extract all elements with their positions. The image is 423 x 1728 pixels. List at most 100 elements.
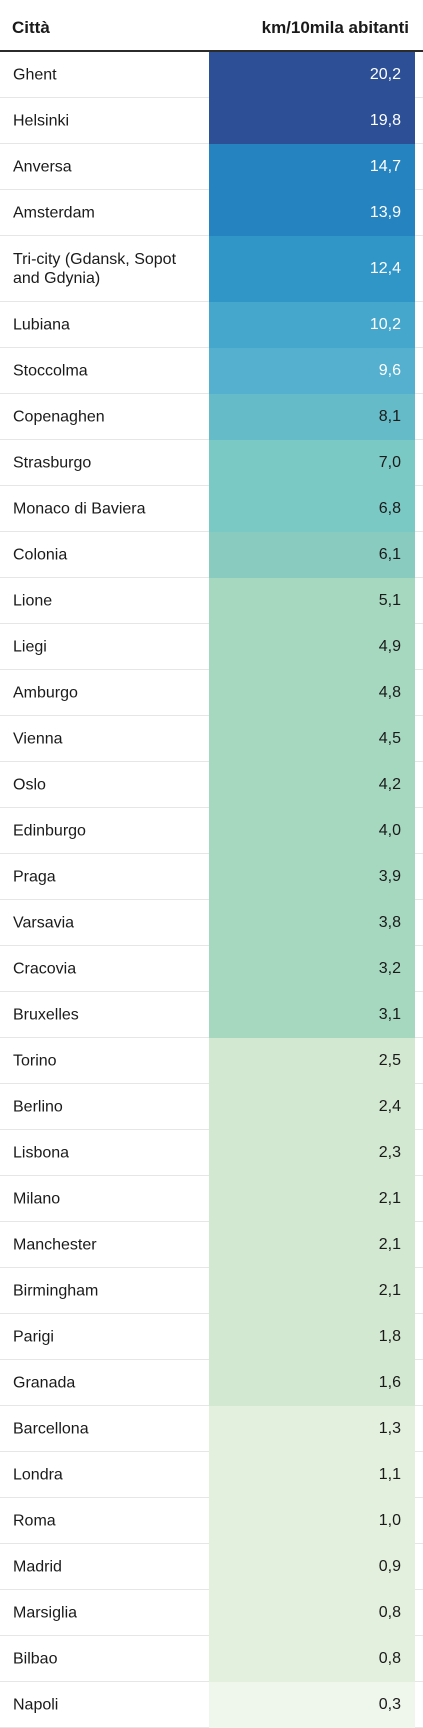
value-label: 3,9	[378, 868, 401, 885]
value-label: 0,3	[378, 1696, 401, 1713]
value-label: 12,4	[369, 260, 401, 277]
value-label: 4,0	[378, 822, 401, 839]
table-row: Birmingham 2,1	[0, 1268, 423, 1314]
value-label: 3,2	[378, 960, 401, 977]
city-name: Strasburgo	[13, 454, 92, 471]
city-name: Bruxelles	[13, 1006, 79, 1023]
value-cell: 1,3	[209, 1406, 415, 1452]
value-cell: 9,6	[209, 348, 415, 394]
city-name: Barcellona	[13, 1420, 89, 1437]
city-name: Helsinki	[13, 112, 70, 129]
value-cell: 4,0	[209, 808, 415, 854]
city-name: Oslo	[13, 776, 46, 793]
city-name: Lubiana	[13, 316, 70, 333]
value-label: 7,0	[378, 454, 401, 471]
value-cell: 1,0	[209, 1498, 415, 1544]
value-label: 0,8	[378, 1604, 401, 1621]
value-label: 0,8	[378, 1650, 401, 1667]
value-cell: 3,8	[209, 900, 415, 946]
value-label: 1,6	[378, 1374, 401, 1391]
value-cell: 2,3	[209, 1130, 415, 1176]
table-row: Cracovia 3,2	[0, 946, 423, 992]
value-label: 9,6	[378, 362, 401, 379]
header-value: km/10mila abitanti	[261, 18, 409, 37]
value-cell: 1,1	[209, 1452, 415, 1498]
city-name: Ghent	[13, 66, 57, 83]
value-label: 0,9	[378, 1558, 401, 1575]
value-cell: 0,8	[209, 1636, 415, 1682]
table-row: Torino 2,5	[0, 1038, 423, 1084]
city-name: Stoccolma	[13, 362, 88, 379]
value-cell: 12,4	[209, 236, 415, 302]
value-label: 2,1	[378, 1236, 401, 1253]
value-label: 20,2	[369, 66, 401, 83]
value-label: 1,0	[378, 1512, 401, 1529]
value-cell: 3,1	[209, 992, 415, 1038]
value-label: 4,8	[378, 684, 401, 701]
city-name: Roma	[13, 1512, 56, 1529]
city-name: Liegi	[13, 638, 47, 655]
value-label: 6,1	[378, 546, 401, 563]
table-row: Madrid 0,9	[0, 1544, 423, 1590]
value-cell: 20,2	[209, 52, 415, 98]
value-cell: 8,1	[209, 394, 415, 440]
city-name: Cracovia	[13, 960, 77, 977]
table-row: Helsinki 19,8	[0, 98, 423, 144]
value-label: 19,8	[369, 112, 401, 129]
value-cell: 14,7	[209, 144, 415, 190]
city-name: Edinburgo	[13, 822, 86, 839]
value-cell: 1,8	[209, 1314, 415, 1360]
table-row: Lisbona 2,3	[0, 1130, 423, 1176]
city-name: Praga	[13, 868, 56, 885]
table-row: Amsterdam 13,9	[0, 190, 423, 236]
value-cell: 19,8	[209, 98, 415, 144]
table-row: Stoccolma 9,6	[0, 348, 423, 394]
value-label: 14,7	[369, 158, 401, 175]
table-row: Colonia 6,1	[0, 532, 423, 578]
value-cell: 3,9	[209, 854, 415, 900]
value-cell: 3,2	[209, 946, 415, 992]
table-row: Tri-city (Gdansk, Sopot and Gdynia) 12,4	[0, 236, 423, 302]
city-name: Milano	[13, 1190, 61, 1207]
table-row: Varsavia 3,8	[0, 900, 423, 946]
value-cell: 4,8	[209, 670, 415, 716]
value-label: 5,1	[378, 592, 401, 609]
value-cell: 4,2	[209, 762, 415, 808]
city-name: Tri-city (Gdansk, Sopot and Gdynia)	[13, 250, 177, 287]
city-name: Bilbao	[13, 1650, 58, 1667]
value-cell: 0,8	[209, 1590, 415, 1636]
table-row: Bilbao 0,8	[0, 1636, 423, 1682]
value-cell: 2,1	[209, 1222, 415, 1268]
value-cell: 4,5	[209, 716, 415, 762]
value-label: 2,3	[378, 1144, 401, 1161]
table-row: Roma 1,0	[0, 1498, 423, 1544]
city-name: Lione	[13, 592, 53, 609]
table-row: Parigi 1,8	[0, 1314, 423, 1360]
value-label: 3,1	[378, 1006, 401, 1023]
value-cell: 0,9	[209, 1544, 415, 1590]
table-row: Praga 3,9	[0, 854, 423, 900]
table-row: Ghent 20,2	[0, 52, 423, 98]
value-cell: 2,1	[209, 1176, 415, 1222]
city-name: Manchester	[13, 1236, 97, 1253]
value-label: 1,1	[378, 1466, 401, 1483]
value-label: 1,8	[378, 1328, 401, 1345]
table-body: Ghent 20,2 Helsinki 19,8 Anversa 14,7 Amsterda…	[0, 52, 423, 1728]
value-cell: 0,3	[209, 1682, 415, 1728]
city-name: Berlino	[13, 1098, 63, 1115]
table-row: Granada 1,6	[0, 1360, 423, 1406]
table-row: Amburgo 4,8	[0, 670, 423, 716]
value-cell: 6,8	[209, 486, 415, 532]
city-name: Colonia	[13, 546, 68, 563]
table-row: Napoli 0,3	[0, 1682, 423, 1728]
table-row: Milano 2,1	[0, 1176, 423, 1222]
city-name: Copenaghen	[13, 408, 105, 425]
table-row: Anversa 14,7	[0, 144, 423, 190]
table-row: Lubiana 10,2	[0, 302, 423, 348]
value-cell: 5,1	[209, 578, 415, 624]
table-header: Città km/10mila abitanti	[0, 0, 423, 52]
value-label: 2,1	[378, 1190, 401, 1207]
city-name: Parigi	[13, 1328, 54, 1345]
header-city: Città	[12, 18, 50, 37]
city-name: Varsavia	[13, 914, 75, 931]
